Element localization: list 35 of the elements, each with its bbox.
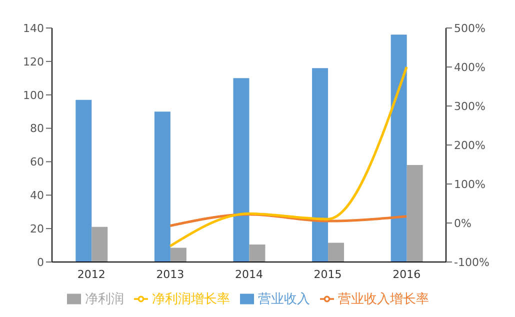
y2-tick-label: 200% — [454, 138, 486, 152]
y-tick-label: 20 — [30, 222, 44, 236]
y-tick-label: 0 — [37, 256, 44, 269]
legend-label: 净利润增长率 — [152, 292, 230, 307]
bar — [92, 226, 108, 262]
y-tick-label: 100 — [23, 88, 44, 102]
y-tick-label: 80 — [30, 122, 44, 136]
x-tick-label: 2015 — [314, 268, 342, 281]
bar — [328, 242, 344, 262]
legend-label: 营业收入 — [258, 292, 310, 307]
x-tick-label: 2013 — [156, 268, 184, 281]
x-tick-label: 2016 — [392, 268, 421, 281]
y2-tick-label: 0% — [454, 216, 472, 230]
y-tick-label: 120 — [23, 55, 44, 68]
legend-label: 净利润 — [85, 292, 124, 307]
bar — [406, 165, 423, 262]
y-tick-label: 40 — [30, 189, 44, 202]
y-tick-label: 60 — [30, 156, 44, 169]
bar — [233, 78, 250, 262]
y2-tick-label: -100% — [454, 256, 490, 269]
y2-tick-label: 400% — [454, 60, 486, 74]
y2-tick-label: 500% — [454, 22, 486, 35]
bar — [249, 244, 266, 262]
legend-label: 营业收入增长率 — [338, 292, 429, 307]
bar — [390, 34, 407, 262]
x-tick-label: 2012 — [77, 268, 106, 281]
bar — [154, 112, 170, 262]
bar — [312, 68, 328, 262]
bar — [170, 248, 186, 262]
line-series — [168, 66, 408, 248]
y2-tick-label: 100% — [454, 178, 486, 191]
y2-tick-label: 300% — [454, 100, 486, 113]
y-tick-label: 140 — [23, 22, 44, 35]
bar — [76, 100, 92, 262]
x-tick-label: 2014 — [235, 268, 263, 281]
